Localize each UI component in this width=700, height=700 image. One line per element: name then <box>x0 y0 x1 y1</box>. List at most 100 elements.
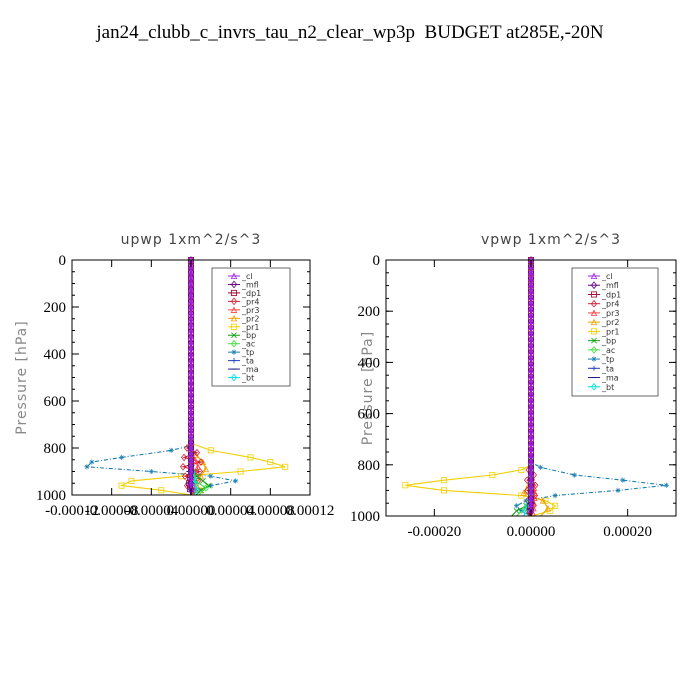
legend-item: _tp <box>228 348 254 357</box>
y-tick-label: 400 <box>44 347 67 363</box>
y-tick-label: 200 <box>358 304 381 320</box>
legend-marker <box>231 349 237 355</box>
legend-marker <box>590 309 598 316</box>
legend-item: _dp1 <box>228 289 261 298</box>
data-point <box>527 354 535 361</box>
data-point <box>615 487 621 493</box>
legend-item: _pr4 <box>588 300 619 309</box>
legend-item: _pr4 <box>228 297 259 306</box>
data-point <box>527 347 535 355</box>
data-point <box>527 293 535 300</box>
legend-marker <box>231 358 237 364</box>
data-point <box>527 500 535 507</box>
data-point <box>527 451 535 459</box>
legend-label: _pr1 <box>601 327 619 336</box>
data-point <box>520 489 527 496</box>
data-point <box>552 502 559 509</box>
data-point <box>118 482 125 489</box>
legend-label: _pr3 <box>241 306 259 315</box>
legend-label: _cl <box>601 272 613 281</box>
data-point <box>158 487 165 494</box>
data-point <box>544 504 552 512</box>
legend-marker <box>591 291 598 298</box>
series-line <box>119 260 286 496</box>
data-point <box>527 323 535 331</box>
y-tick-label: 600 <box>358 407 381 423</box>
data-point <box>527 469 535 477</box>
data-point <box>663 482 669 488</box>
legend-label: _dp1 <box>241 289 261 298</box>
legend-label: _pr3 <box>601 309 619 318</box>
data-point <box>194 463 202 470</box>
legend-item: _bp <box>588 337 616 346</box>
legend-item: _bp <box>228 331 256 340</box>
legend-label: _tp <box>601 355 614 364</box>
legend-marker <box>230 289 237 296</box>
legend-marker <box>230 280 238 289</box>
legend-marker <box>591 337 597 344</box>
legend-label: _ta <box>601 364 614 373</box>
legend-label: _mfl <box>241 280 259 289</box>
data-point <box>527 439 535 446</box>
legend: _cl_mfl_dp1_pr4_pr3_pr2_pr1_bp_ac_tp_ta_… <box>571 267 659 397</box>
data-point <box>180 453 188 462</box>
legend-box <box>571 267 659 397</box>
data-point <box>527 262 535 270</box>
legend-item: _ma <box>228 365 259 374</box>
data-point <box>208 473 214 479</box>
x-tick-label: -0.00008 <box>85 503 139 519</box>
data-point <box>527 475 535 483</box>
legend-marker <box>590 281 598 290</box>
data-point <box>527 311 535 318</box>
data-point <box>527 463 535 471</box>
legend-item: _pr3 <box>228 306 259 315</box>
legend-marker <box>590 318 598 326</box>
data-point <box>208 483 214 489</box>
legend-marker <box>590 346 598 354</box>
legend-item: _cl <box>228 272 253 281</box>
legend-label: _cl <box>241 272 253 281</box>
data-point <box>181 472 189 481</box>
data-point <box>527 366 535 373</box>
x-tick-label: -0.00020 <box>407 524 461 540</box>
legend-marker <box>230 297 238 306</box>
series-pr1 <box>118 260 289 496</box>
legend-label: _bp <box>601 337 616 346</box>
data-point <box>89 459 95 465</box>
series-pr2 <box>520 260 552 517</box>
data-point <box>202 484 209 492</box>
legend-item: _tp <box>588 355 614 364</box>
data-point <box>237 468 244 475</box>
legend-item: _ta <box>588 364 614 373</box>
legend-marker <box>230 323 237 330</box>
legend-item: _mfl <box>588 281 619 290</box>
y-tick-label: 0 <box>373 253 381 269</box>
y-tick-label: 0 <box>59 253 67 269</box>
data-point <box>200 478 206 484</box>
legend-label: _mfl <box>601 281 619 290</box>
legend-item: _ac <box>228 340 255 349</box>
data-point <box>527 402 535 410</box>
data-point <box>128 477 135 484</box>
data-point <box>527 286 535 294</box>
data-point <box>207 447 214 454</box>
data-point <box>402 482 409 489</box>
data-point <box>527 280 535 288</box>
data-point <box>513 507 520 514</box>
x-tick-label: 0.00004 <box>206 503 255 519</box>
y-tick-label: 200 <box>44 300 67 316</box>
data-point <box>527 384 535 391</box>
legend-label: _bt <box>241 374 254 383</box>
y-tick-label: 1000 <box>350 509 380 525</box>
legend-item: _pr3 <box>588 309 619 318</box>
data-point <box>527 299 535 306</box>
data-point <box>527 396 535 404</box>
data-point <box>267 459 274 466</box>
y-axis-label: Pressure [hPa] <box>14 320 30 434</box>
legend-item: _dp1 <box>588 290 621 299</box>
series-cl <box>527 256 535 516</box>
figure-title: jan24_clubb_c_invrs_tau_n2_clear_wp3p BU… <box>96 22 604 43</box>
data-point <box>527 341 535 349</box>
legend-marker <box>230 314 238 322</box>
